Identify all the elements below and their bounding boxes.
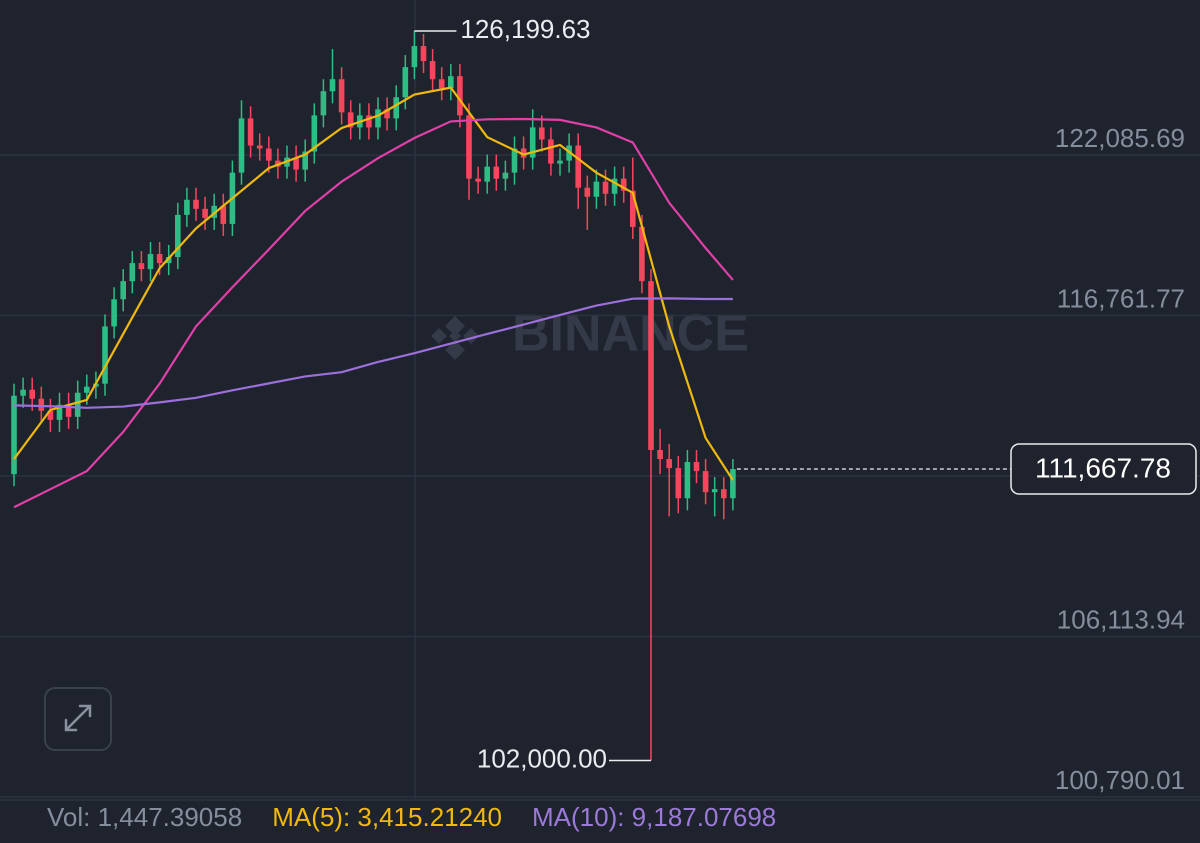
candle-body bbox=[448, 76, 454, 89]
candle-body bbox=[575, 145, 581, 188]
candle-body bbox=[702, 471, 709, 493]
candle-body bbox=[220, 205, 227, 224]
candle-body bbox=[338, 79, 345, 113]
y-tick-label: 116,761.77 bbox=[1057, 283, 1185, 313]
candle-body bbox=[329, 79, 336, 92]
y-tick-label: 106,113.94 bbox=[1057, 604, 1185, 634]
volume-stat: Vol: 1,447.39058 bbox=[47, 802, 242, 832]
candle-body bbox=[602, 181, 609, 194]
candle-body bbox=[539, 127, 545, 140]
candle-body bbox=[429, 61, 436, 80]
candle-body bbox=[347, 112, 354, 128]
candle-body bbox=[175, 214, 181, 258]
candle-body bbox=[29, 389, 35, 399]
candle-body bbox=[20, 389, 26, 396]
max-label: 126,199.63 bbox=[460, 14, 590, 44]
candle-body bbox=[511, 148, 518, 173]
candle-body bbox=[256, 145, 263, 149]
candle-body bbox=[266, 148, 272, 161]
candle-body bbox=[593, 181, 600, 197]
candle-body bbox=[548, 139, 554, 164]
candle-body bbox=[493, 166, 500, 179]
candle-body bbox=[74, 392, 81, 417]
candle-body bbox=[156, 254, 163, 264]
candle-body bbox=[420, 46, 427, 62]
candle-body bbox=[56, 404, 63, 420]
candle-body bbox=[184, 199, 190, 215]
candle-body bbox=[502, 172, 509, 179]
candle-body bbox=[211, 205, 217, 218]
candle-body bbox=[47, 410, 54, 420]
candle-body bbox=[648, 281, 654, 450]
candle-body bbox=[302, 151, 308, 170]
candle-body bbox=[366, 115, 372, 128]
candle-body bbox=[584, 187, 591, 197]
candle-body bbox=[611, 178, 618, 194]
candle-body bbox=[247, 118, 254, 146]
candle-body bbox=[238, 118, 245, 173]
volume-stat: MA(10): 9,187.07698 bbox=[532, 802, 776, 832]
grid bbox=[0, 0, 1200, 801]
candle-body bbox=[120, 281, 126, 300]
candle-body bbox=[402, 67, 409, 98]
candle-body bbox=[411, 46, 418, 68]
candle-body bbox=[293, 157, 299, 170]
watermark: BINANCE bbox=[512, 305, 749, 363]
min-label: 102,000.00 bbox=[477, 743, 607, 773]
candle-body bbox=[311, 115, 318, 152]
expand-button[interactable] bbox=[44, 687, 112, 751]
watermark-logo bbox=[431, 316, 479, 360]
candle-body bbox=[620, 178, 627, 191]
last-price-box bbox=[1010, 443, 1197, 495]
candle-body bbox=[102, 326, 108, 384]
last-price-label: 111,667.78 bbox=[1035, 452, 1171, 483]
volume-stat: MA(5): 3,415.21240 bbox=[272, 802, 502, 832]
candle-body bbox=[675, 468, 682, 499]
candle-body bbox=[165, 257, 172, 264]
candle-body bbox=[466, 115, 472, 179]
candle-body bbox=[38, 398, 45, 411]
candle-body bbox=[657, 449, 663, 460]
candle-body bbox=[129, 263, 136, 282]
candle-body bbox=[475, 178, 481, 182]
candle-body bbox=[147, 254, 154, 270]
candle-body bbox=[639, 226, 645, 282]
candle-body bbox=[693, 462, 700, 472]
candle-body bbox=[457, 76, 463, 116]
candle-body bbox=[630, 190, 636, 227]
candle-body bbox=[721, 489, 727, 499]
candle-body bbox=[384, 109, 390, 119]
y-tick-label: 122,085.69 bbox=[1055, 123, 1185, 153]
candle-body bbox=[65, 404, 72, 417]
ma-line bbox=[13, 86, 734, 481]
candle-body bbox=[193, 199, 199, 209]
candle-body bbox=[138, 263, 145, 270]
candle-body bbox=[557, 160, 563, 164]
candle-body bbox=[375, 109, 381, 128]
candle-body bbox=[666, 459, 672, 469]
y-tick-label: 100,790.01 bbox=[1055, 765, 1185, 795]
candle-body bbox=[111, 299, 117, 327]
candle-body bbox=[438, 79, 445, 89]
candle-body bbox=[202, 208, 208, 218]
candle-body bbox=[730, 469, 736, 499]
ma-line bbox=[13, 117, 734, 509]
candle-body bbox=[711, 489, 718, 493]
candle-body bbox=[684, 462, 691, 499]
candle-body bbox=[320, 91, 327, 116]
candle-body bbox=[520, 148, 527, 158]
candle-body bbox=[484, 166, 490, 182]
candle-body bbox=[393, 97, 399, 119]
ma-line bbox=[13, 297, 733, 409]
candle-body bbox=[84, 386, 90, 393]
candle-body bbox=[11, 395, 17, 475]
candle-body bbox=[529, 127, 536, 158]
